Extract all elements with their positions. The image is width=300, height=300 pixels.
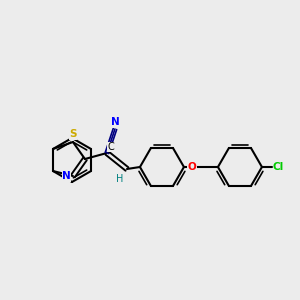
Text: N: N <box>62 171 71 181</box>
Text: O: O <box>188 162 196 172</box>
Text: Cl: Cl <box>273 162 284 172</box>
Text: S: S <box>69 129 77 139</box>
Text: N: N <box>111 117 119 127</box>
Text: H: H <box>116 174 123 184</box>
Text: C: C <box>108 142 115 152</box>
